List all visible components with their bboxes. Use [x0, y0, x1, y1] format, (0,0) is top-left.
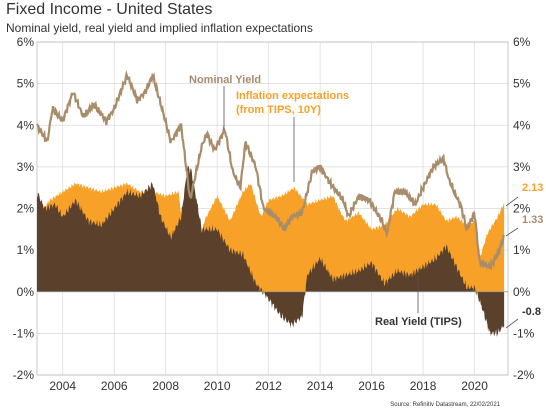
x-tick-label: 2016	[358, 379, 385, 393]
y-tick-label-left: 3%	[17, 160, 35, 174]
end-label-nominal: 1.33	[522, 214, 543, 226]
y-axis-right: -2% -1% 0% 1% 2% 3% 4% 5% 6%	[513, 35, 535, 382]
area-layers	[37, 165, 505, 337]
y-tick-label-right: -2%	[513, 368, 535, 382]
y-tick-label-right: 1%	[513, 243, 531, 257]
y-tick-label-left: 2%	[17, 202, 35, 216]
y-tick-label-right: 0%	[513, 285, 531, 299]
x-tick-label: 2004	[49, 379, 76, 393]
y-tick-label-right: 3%	[513, 160, 531, 174]
y-tick-label-left: 0%	[17, 285, 35, 299]
end-label-inflation-leader	[505, 196, 519, 207]
y-tick-label-right: -1%	[513, 326, 535, 340]
inflation-label-line1: Inflation expectations	[236, 90, 349, 102]
x-tick-label: 2006	[101, 379, 128, 393]
x-tick-label: 2010	[204, 379, 231, 393]
y-tick-label-left: -1%	[13, 326, 35, 340]
y-tick-label-left: 5%	[17, 77, 35, 91]
x-tick-label: 2012	[255, 379, 282, 393]
real-yield-label: Real Yield (TIPS)	[375, 316, 462, 328]
real-yield-area	[37, 165, 505, 337]
y-tick-label-right: 4%	[513, 118, 531, 132]
y-tick-label-left: 4%	[17, 118, 35, 132]
x-tick-label: 2014	[307, 379, 334, 393]
source-note: Source: Refinitiv Datastream, 22/02/2021	[390, 402, 500, 408]
y-tick-label-left: -2%	[13, 368, 35, 382]
chart-subtitle: Nominal yield, real yield and implied in…	[6, 21, 313, 35]
chart-title: Fixed Income - United States	[6, 1, 213, 18]
end-label-real-leader	[505, 318, 519, 329]
x-tick-label: 2020	[461, 379, 488, 393]
end-label-nominal-leader	[505, 227, 519, 237]
y-tick-label-left: 1%	[17, 243, 35, 257]
end-label-inflation: 2.13	[522, 182, 543, 194]
nominal-yield-line	[36, 69, 505, 271]
y-tick-label-left: 6%	[17, 35, 35, 49]
y-tick-label-right: 6%	[513, 35, 531, 49]
x-tick-label: 2018	[410, 379, 437, 393]
inflation-label-line2: (from TIPS, 10Y)	[236, 104, 321, 116]
y-tick-label-right: 5%	[513, 77, 531, 91]
x-tick-label: 2008	[152, 379, 179, 393]
nominal-yield-label: Nominal Yield	[189, 74, 261, 86]
y-tick-label-right: 2%	[513, 202, 531, 216]
y-axis-left: -2% -1% 0% 1% 2% 3% 4% 5% 6%	[13, 35, 35, 382]
end-label-real: -0.8	[522, 306, 541, 318]
x-axis: 2004 2006 2008 2010 2012 2014 2016 2018 2020	[49, 379, 488, 393]
